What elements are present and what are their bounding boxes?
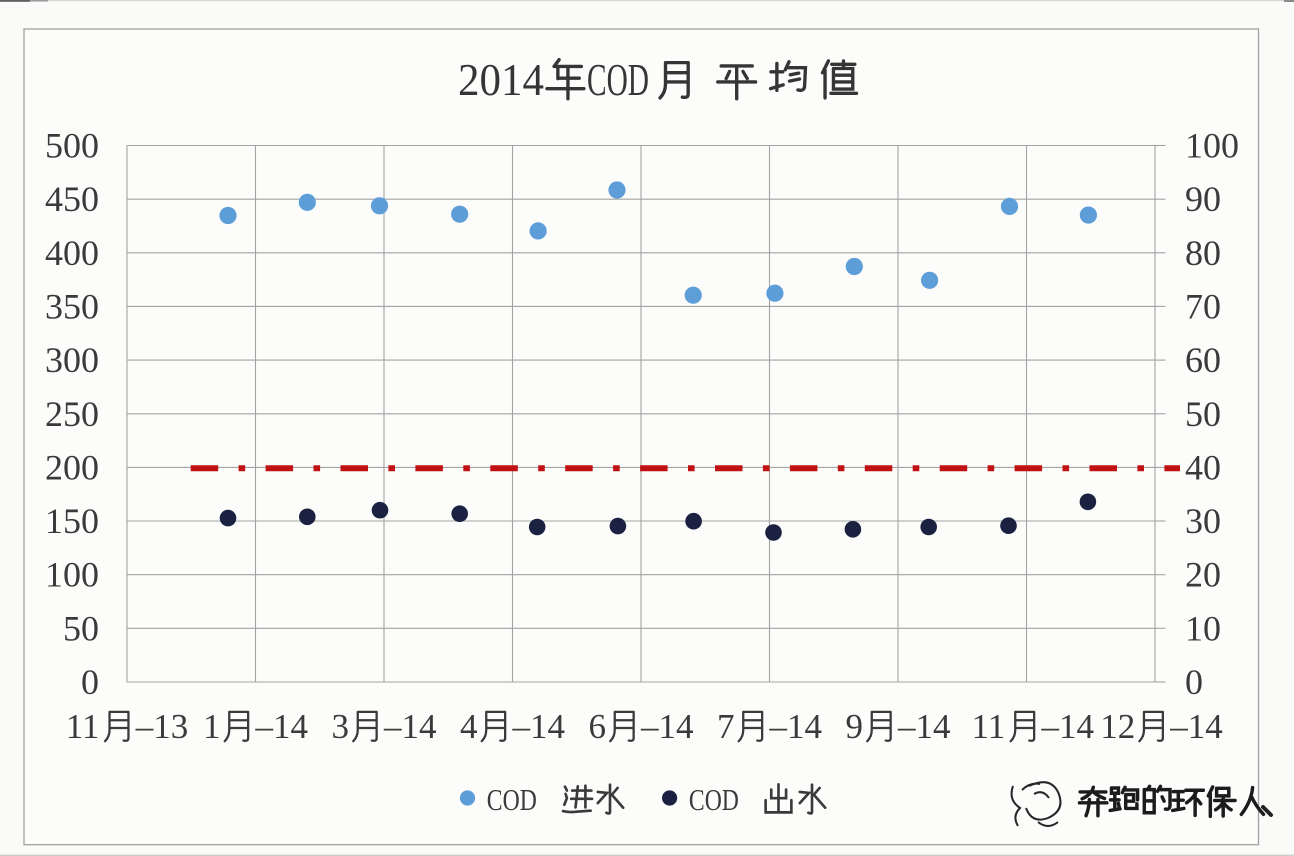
- svg-text:12: 12: [1100, 707, 1135, 746]
- svg-text:4: 4: [460, 707, 478, 746]
- svg-text:100: 100: [45, 555, 99, 595]
- svg-text:–14: –14: [897, 707, 951, 746]
- svg-text:COD: COD: [689, 782, 739, 817]
- svg-text:150: 150: [45, 501, 99, 541]
- svg-text:300: 300: [45, 340, 99, 380]
- svg-text:–14: –14: [1041, 707, 1095, 746]
- svg-text:11: 11: [972, 707, 1006, 746]
- svg-text:COD: COD: [587, 54, 649, 105]
- svg-text:0: 0: [81, 662, 99, 702]
- svg-text:6: 6: [589, 707, 607, 746]
- svg-text:2014: 2014: [458, 54, 544, 105]
- svg-text:60: 60: [1185, 340, 1221, 380]
- svg-text:90: 90: [1185, 179, 1221, 219]
- svg-text:7: 7: [717, 707, 735, 746]
- svg-text:200: 200: [45, 447, 99, 487]
- svg-text:–13: –13: [135, 707, 189, 746]
- svg-text:10: 10: [1185, 608, 1221, 648]
- svg-text:COD: COD: [487, 782, 537, 817]
- svg-text:30: 30: [1185, 501, 1221, 541]
- svg-text:350: 350: [45, 286, 99, 326]
- svg-text:450: 450: [45, 179, 99, 219]
- svg-text:–14: –14: [1169, 707, 1223, 746]
- svg-text:70: 70: [1185, 286, 1221, 326]
- svg-text:100: 100: [1185, 126, 1239, 166]
- svg-text:1: 1: [203, 707, 221, 746]
- svg-text:500: 500: [45, 126, 99, 166]
- svg-text:250: 250: [45, 394, 99, 434]
- svg-text:11: 11: [66, 707, 100, 746]
- svg-text:50: 50: [63, 608, 99, 648]
- svg-text:20: 20: [1185, 555, 1221, 595]
- svg-text:50: 50: [1185, 394, 1221, 434]
- svg-text:–14: –14: [512, 707, 566, 746]
- svg-text:–14: –14: [383, 707, 437, 746]
- svg-text:40: 40: [1185, 447, 1221, 487]
- svg-text:–14: –14: [255, 707, 309, 746]
- svg-text:–14: –14: [769, 707, 823, 746]
- svg-text:400: 400: [45, 233, 99, 273]
- svg-text:–14: –14: [640, 707, 694, 746]
- svg-text:9: 9: [846, 707, 864, 746]
- svg-text:0: 0: [1185, 662, 1203, 702]
- svg-text:3: 3: [332, 707, 350, 746]
- svg-text:80: 80: [1185, 233, 1221, 273]
